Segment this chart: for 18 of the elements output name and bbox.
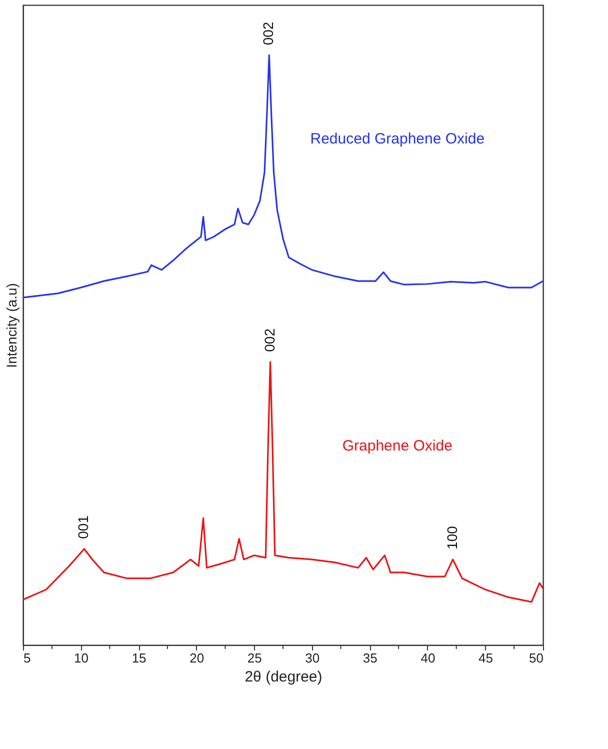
x-tick-label: 45 <box>478 650 493 666</box>
text: Reduced Graphene Oxide <box>310 130 485 148</box>
x-tick-label: 20 <box>190 650 204 666</box>
y-axis-title: Intencity (a.u) <box>4 283 20 368</box>
x-axis-title: 2θ (degree) <box>244 668 322 686</box>
x-tick-label: 5 <box>24 650 31 666</box>
x-tick-label: 35 <box>362 650 378 666</box>
text: Graphene Oxide <box>342 438 452 455</box>
x-tick-label: 15 <box>132 650 146 666</box>
annotation: 100 <box>444 526 460 550</box>
x-tick-label: 40 <box>420 650 436 666</box>
annotation: 001 <box>75 515 92 539</box>
annotation: 002 <box>261 328 278 352</box>
x-tick-label: 30 <box>305 650 320 666</box>
annotation: 002 <box>260 22 276 46</box>
x-tick-label: 50 <box>529 650 544 666</box>
x-tick-label: 10 <box>74 650 89 666</box>
x-tick-label: 25 <box>247 650 262 666</box>
